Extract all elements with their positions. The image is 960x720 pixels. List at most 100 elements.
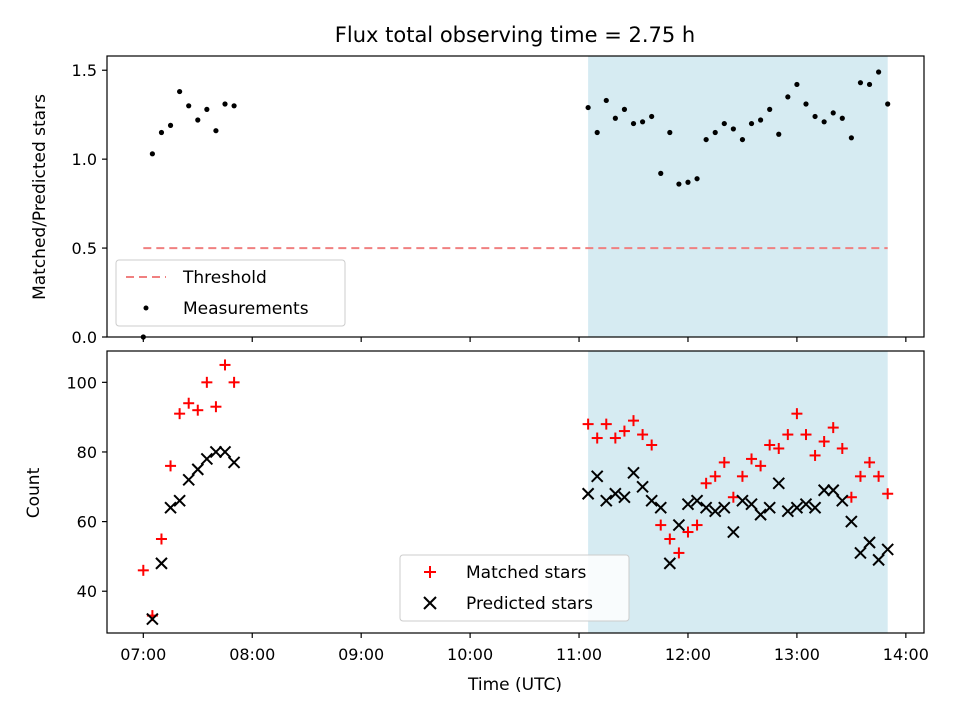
bottom-y-axis-ticks: 40 60 80 100: [66, 373, 107, 601]
measurement-point-44: [885, 101, 891, 107]
matched-point-42: [864, 456, 876, 468]
chart-title: Flux total observing time = 2.75 h: [335, 23, 695, 47]
predicted-point-9: [227, 456, 241, 469]
x-tick-label-7: 14:00: [883, 645, 929, 664]
top-x-ticks: [142, 337, 907, 342]
matched-point-34: [791, 408, 803, 420]
predicted-point-5: [191, 463, 204, 476]
predicted-point-35: [808, 501, 822, 514]
matched-point-8: [210, 401, 222, 413]
predicted-point-20: [672, 518, 686, 532]
matched-point-5: [183, 397, 195, 409]
predicted-point-28: [745, 497, 758, 511]
x-tick-label-2: 09:00: [338, 645, 384, 664]
matched-point-24: [700, 477, 712, 489]
matched-point-38: [827, 422, 839, 434]
matched-point-22: [682, 526, 694, 538]
predicted-point-36: [817, 484, 831, 497]
predicted-point-17: [645, 494, 658, 507]
bottom-y-tick-label-3: 100: [66, 373, 97, 392]
bottom-legend-box: [399, 554, 630, 622]
legend-measurements-label: Measurements: [183, 299, 309, 319]
matched-point-19: [655, 519, 667, 531]
matched-point-27: [727, 491, 739, 503]
bottom-y-tick-label-1: 60: [77, 513, 97, 532]
matched-point-43: [873, 470, 885, 482]
matched-point-12: [591, 432, 603, 444]
legend-measurements-swatch: [143, 305, 149, 311]
measurement-point-35: [803, 101, 809, 107]
matched-point-31: [764, 439, 776, 451]
predicted-point-38: [836, 494, 849, 507]
measurement-point-12: [594, 129, 600, 136]
predicted-point-41: [863, 536, 876, 549]
legend-matched-label: Matched stars: [466, 563, 586, 583]
predicted-point-31: [772, 477, 785, 490]
predicted-point-16: [636, 480, 649, 493]
matched-point-30: [755, 460, 767, 472]
bottom-y-axis-label: Count: [24, 467, 44, 518]
matched-point-39: [836, 442, 848, 454]
predicted-point-3: [173, 494, 186, 507]
matched-point-7: [201, 376, 213, 388]
measurement-point-24: [703, 136, 709, 143]
predicted-point-13: [609, 487, 622, 500]
matched-point-21: [673, 547, 685, 559]
matched-point-41: [854, 470, 866, 482]
predicted-point-30: [763, 501, 776, 514]
top-panel: 0.0 0.5 1.0 1.5 Matched/Predicted stars Thr…: [30, 55, 925, 347]
x-tick-label-0: 07:00: [120, 645, 166, 664]
predicted-point-40: [854, 546, 867, 560]
measurement-point-23: [694, 176, 700, 182]
top-y-tick-label-2: 1.0: [72, 150, 97, 169]
predicted-point-27: [736, 494, 749, 507]
predicted-point-2: [164, 501, 177, 514]
x-tick-label-1: 08:00: [229, 645, 275, 664]
predicted-point-26: [727, 525, 740, 539]
measurement-point-2: [158, 129, 165, 136]
predicted-point-6: [200, 452, 214, 466]
measurement-point-37: [821, 119, 827, 125]
bottom-y-tick-label-0: 40: [77, 582, 97, 601]
matched-point-37: [818, 436, 830, 448]
measurements-series: [140, 69, 891, 340]
measurement-point-14: [612, 115, 618, 121]
measurement-point-13: [603, 97, 609, 104]
matched-point-13: [600, 418, 612, 430]
matched-point-4: [174, 408, 186, 420]
matched-point-11: [582, 418, 594, 430]
predicted-point-19: [663, 557, 677, 570]
measurement-point-15: [621, 106, 628, 112]
measurement-point-41: [857, 80, 864, 86]
bottom-panel: 07:00 08:00 09:00 10:00 11:00 12:00 13:00 14:00…: [24, 350, 929, 695]
x-tick-label-6: 13:00: [774, 645, 820, 664]
predicted-point-37: [827, 484, 840, 497]
predicted-point-23: [699, 501, 713, 514]
measurement-point-42: [866, 81, 873, 88]
predicted-point-1: [155, 557, 168, 570]
predicted-point-42: [872, 553, 885, 567]
matched-point-9: [219, 359, 231, 371]
measurement-point-18: [649, 113, 655, 120]
predicted-point-22: [690, 494, 704, 507]
measurement-point-8: [213, 128, 219, 134]
x-axis-label: Time (UTC): [467, 675, 562, 695]
matched-point-36: [809, 449, 821, 461]
measurement-point-33: [785, 94, 791, 100]
measurement-point-7: [204, 106, 210, 112]
measurement-point-17: [639, 119, 646, 125]
predicted-point-24: [709, 504, 722, 518]
x-tick-label-4: 11:00: [556, 645, 602, 664]
predicted-point-25: [718, 501, 731, 514]
measurement-point-31: [767, 106, 773, 112]
top-y-axis-label: Matched/Predicted stars: [30, 94, 50, 300]
predicted-point-39: [845, 515, 858, 528]
measurement-point-6: [195, 117, 201, 123]
x-tick-label-5: 12:00: [665, 645, 711, 664]
measurement-point-38: [830, 110, 836, 116]
measurement-point-29: [748, 120, 755, 127]
predicted-point-14: [618, 491, 631, 504]
predicted-point-4: [182, 473, 195, 487]
legend-predicted-label: Predicted stars: [466, 594, 593, 614]
